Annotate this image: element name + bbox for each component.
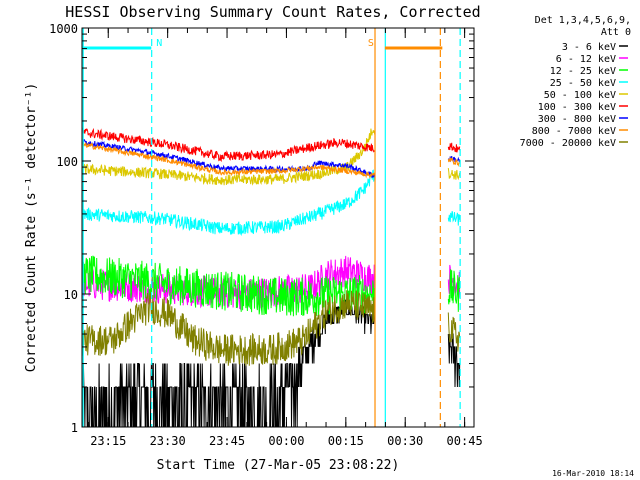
- series-line-6: [82, 127, 461, 163]
- series-line-7: [82, 139, 461, 178]
- legend-label-5: 50 - 100 keV: [544, 90, 616, 101]
- series-line-8: [82, 141, 461, 180]
- series-line-4: [82, 169, 461, 236]
- x-tick-label: 23:15: [90, 434, 126, 448]
- plot-area: N S 1 10 100 1000 23:15 23:30 23:45 00:00 00:15 00:…: [49, 22, 483, 448]
- timestamp: 16-Mar-2010 18:14: [552, 469, 634, 478]
- y-tick-label: 100: [56, 155, 78, 169]
- y-tick-label: 1000: [49, 22, 78, 36]
- annotation-label-n: N: [156, 38, 162, 49]
- series-line-9: [82, 290, 461, 366]
- legend-label-3: 12 - 25 keV: [550, 66, 616, 77]
- legend-label-1: 3 - 6 keV: [562, 42, 616, 53]
- x-tick-label: 00:45: [447, 434, 483, 448]
- series-line-3: [82, 255, 461, 317]
- x-tick-label: 00:30: [387, 434, 423, 448]
- series-line-5: [82, 128, 461, 186]
- x-tick-label: 23:30: [150, 434, 186, 448]
- legend-label-9: 7000 - 20000 keV: [520, 138, 616, 149]
- legend-header-attenuator: Att 0: [601, 27, 631, 38]
- x-axis-label: Start Time (27-Mar-05 23:08:22): [157, 458, 400, 473]
- x-tick-label: 00:00: [268, 434, 304, 448]
- legend-label-4: 25 - 50 keV: [550, 78, 616, 89]
- legend-label-6: 100 - 300 keV: [538, 102, 616, 113]
- legend-label-7: 300 - 800 keV: [538, 114, 616, 125]
- legend-label-8: 800 - 7000 keV: [532, 126, 616, 137]
- y-axis-label: Corrected Count Rate (s⁻¹ detector⁻¹): [24, 83, 39, 373]
- plot-frame: [81, 27, 475, 428]
- x-tick-label: 23:45: [209, 434, 245, 448]
- chart-title: HESSI Observing Summary Count Rates, Cor…: [65, 3, 480, 21]
- y-tick-label: 1: [71, 421, 78, 435]
- series-line-1: [82, 299, 461, 427]
- legend-header-detectors: Det 1,3,4,5,6,9,: [535, 15, 631, 26]
- x-tick-label: 00:15: [328, 434, 364, 448]
- y-tick-label: 10: [64, 288, 78, 302]
- data-layer: [82, 127, 461, 427]
- legend-label-2: 6 - 12 keV: [556, 54, 616, 65]
- annotation-label-s: S: [368, 38, 374, 49]
